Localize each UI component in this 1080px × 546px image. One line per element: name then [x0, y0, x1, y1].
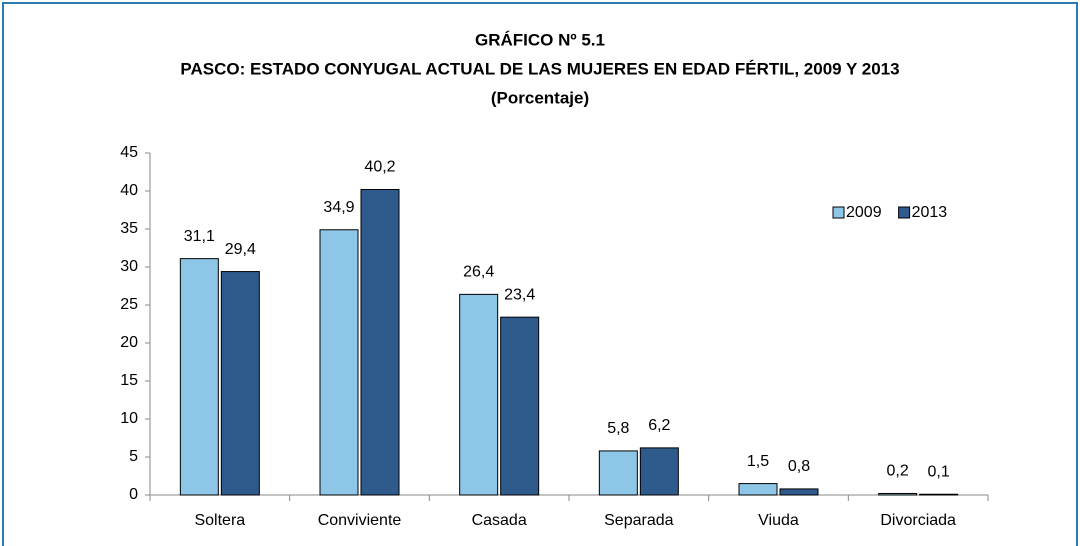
data-label: 31,1 — [184, 228, 215, 245]
data-label: 0,1 — [928, 463, 950, 480]
data-label: 26,4 — [463, 264, 494, 281]
data-label: 0,2 — [887, 463, 909, 480]
data-label: 29,4 — [225, 241, 256, 258]
x-tick-label: Casada — [472, 512, 527, 529]
x-tick-label: Viuda — [758, 512, 799, 529]
legend-swatch — [832, 206, 845, 219]
data-label: 40,2 — [364, 159, 395, 176]
bar — [878, 492, 918, 496]
y-tick-label: 25 — [120, 296, 138, 313]
bar — [919, 493, 959, 496]
bar — [500, 316, 540, 496]
data-label: 1,5 — [747, 453, 769, 470]
bar — [738, 483, 778, 496]
x-tick-label: Divorciada — [880, 512, 956, 529]
legend-label: 2009 — [846, 204, 882, 221]
data-label: 34,9 — [323, 199, 354, 216]
y-tick-label: 35 — [120, 220, 138, 237]
y-tick-label: 30 — [120, 258, 138, 275]
y-tick-label: 45 — [120, 144, 138, 161]
bar — [360, 188, 400, 496]
bar — [220, 271, 260, 496]
bar — [639, 447, 679, 496]
bar — [779, 488, 819, 496]
data-label: 5,8 — [607, 420, 629, 437]
bar — [179, 258, 219, 496]
y-tick-label: 5 — [129, 448, 138, 465]
data-label: 6,2 — [648, 417, 670, 434]
x-tick-label: Conviviente — [318, 512, 402, 529]
unit-label: (Porcentaje) — [491, 88, 589, 107]
data-label: 0,8 — [788, 458, 810, 475]
y-tick-label: 10 — [120, 410, 138, 427]
bar — [598, 450, 638, 496]
y-tick-label: 0 — [129, 486, 138, 503]
chart-title: GRÁFICO Nº 5.1 — [475, 30, 605, 49]
y-tick-label: 40 — [120, 182, 138, 199]
data-label: 23,4 — [504, 286, 535, 303]
legend-swatch — [898, 206, 911, 219]
y-tick-label: 15 — [120, 372, 138, 389]
y-tick-label: 20 — [120, 334, 138, 351]
bar — [319, 229, 359, 496]
legend-label: 2013 — [912, 204, 948, 221]
x-tick-label: Soltera — [194, 512, 245, 529]
chart-subtitle: PASCO: ESTADO CONYUGAL ACTUAL DE LAS MUJ… — [180, 59, 899, 78]
x-tick-label: Separada — [604, 512, 673, 529]
bar — [459, 293, 499, 496]
